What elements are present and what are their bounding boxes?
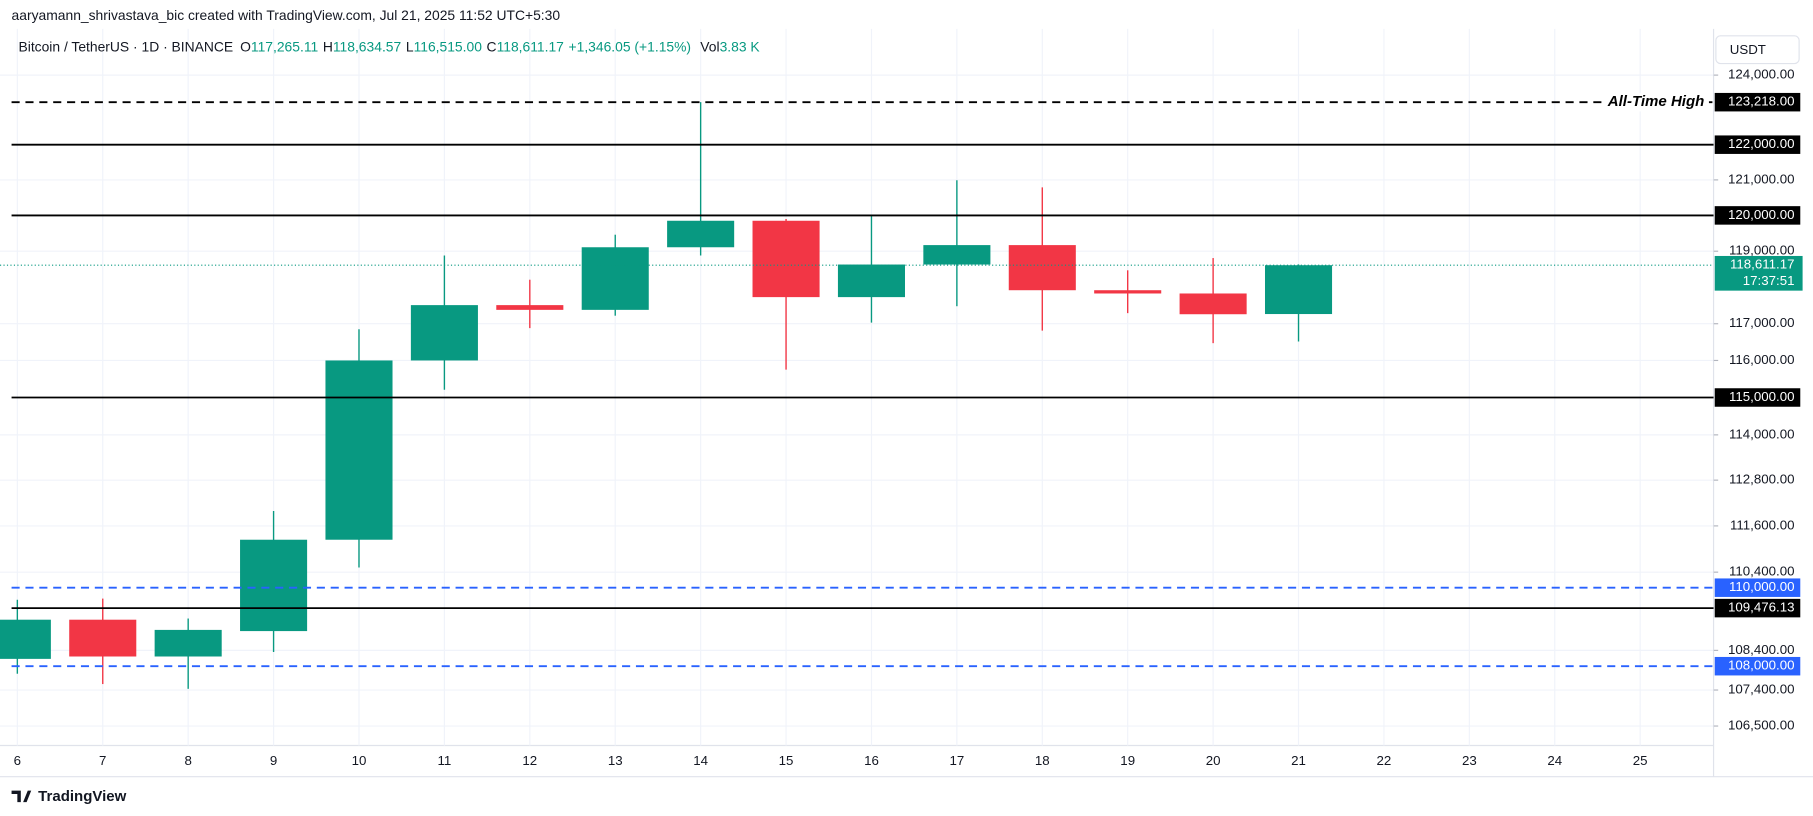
x-tick-label: 6: [14, 753, 21, 768]
y-tick-label: 121,000.00: [1728, 171, 1794, 186]
stat-label: L: [406, 38, 414, 54]
volume-label: Vol: [700, 38, 719, 54]
y-tick-label: 112,800.00: [1729, 472, 1795, 487]
logo-icon: [11, 790, 32, 803]
x-tick-label: 12: [522, 753, 537, 768]
current-price-badge: [1714, 255, 1803, 291]
x-tick-label: 11: [438, 753, 452, 768]
x-tick-label: 24: [1547, 753, 1562, 768]
currency-button[interactable]: [1715, 35, 1800, 65]
candle-body: [581, 247, 649, 310]
candle-body: [410, 305, 478, 361]
stat-label: C: [487, 38, 497, 54]
level-badge: [1714, 135, 1801, 154]
footer-logo: TradingView: [11, 788, 127, 805]
candle-body: [69, 619, 137, 657]
candle-body: [1008, 245, 1076, 291]
x-tick-label: 22: [1377, 753, 1392, 768]
stat-value: 118,634.57: [333, 38, 402, 54]
candle-body: [325, 360, 393, 540]
stat-label: H: [323, 38, 333, 54]
annotation-background: [1602, 92, 1709, 112]
x-tick-label: 20: [1206, 753, 1221, 768]
stat-value: 118,611.17: [497, 38, 565, 54]
candle-body: [496, 305, 564, 310]
level-label: 123,218.00: [1728, 94, 1794, 109]
candle-body: [923, 245, 991, 265]
x-tick-label: 15: [779, 753, 794, 768]
candle-body: [1094, 290, 1162, 294]
x-tick-label: 7: [99, 753, 106, 768]
footer-brand: TradingView: [38, 788, 127, 805]
volume-value: 3.83 K: [720, 38, 761, 54]
x-tick-label: 19: [1120, 753, 1135, 768]
level-badge: [1714, 206, 1801, 225]
candle-body: [240, 539, 308, 632]
candle-body: [837, 264, 905, 298]
level-badge: [1714, 578, 1801, 597]
x-tick-label: 21: [1291, 753, 1306, 768]
level-badge: [1714, 598, 1801, 618]
level-label: 120,000.00: [1728, 207, 1794, 222]
y-tick-label: 117,000.00: [1729, 315, 1795, 330]
candle-body: [667, 220, 735, 248]
y-tick-label: 106,500.00: [1728, 718, 1794, 733]
level-label: 122,000.00: [1728, 136, 1794, 151]
symbol-title: Bitcoin / TetherUS · 1D · BINANCE: [19, 38, 234, 54]
x-tick-label: 25: [1633, 753, 1648, 768]
y-tick-label: 116,000.00: [1729, 352, 1795, 367]
level-badge: [1714, 92, 1801, 112]
x-tick-label: 10: [352, 753, 367, 768]
y-tick-label: 111,600.00: [1730, 517, 1795, 532]
level-label: 110,000.00: [1729, 579, 1795, 594]
x-tick-label: 13: [608, 753, 623, 768]
level-badge: [1714, 656, 1801, 676]
x-tick-label: 9: [270, 753, 277, 768]
level-label: 109,476.13: [1728, 600, 1794, 615]
change-value: +1,346.05 (+1.15%): [569, 38, 692, 54]
countdown-label: 17:37:51: [1743, 273, 1795, 288]
x-tick-label: 8: [184, 753, 191, 768]
current-price-label: 118,611.17: [1730, 257, 1795, 272]
x-tick-label: 16: [864, 753, 879, 768]
level-badge: [1714, 388, 1801, 407]
y-tick-label: 114,000.00: [1729, 426, 1795, 441]
credit: aaryamann_shrivastava_bic created with T…: [12, 7, 561, 23]
candle-body: [154, 629, 222, 657]
x-tick-label: 14: [693, 753, 708, 768]
stat-value: 116,515.00: [414, 38, 483, 54]
symbol-legend: Bitcoin / TetherUS · 1D · BINANCE O117,26…: [19, 38, 761, 54]
level-annotation: All-Time High: [1607, 93, 1705, 110]
x-tick-label: 18: [1035, 753, 1050, 768]
candle-body: [1264, 265, 1333, 315]
y-tick-label: 124,000.00: [1728, 67, 1794, 82]
level-label: 115,000.00: [1729, 389, 1795, 404]
candle-body: [1179, 293, 1247, 315]
x-tick-label: 17: [949, 753, 964, 768]
x-tick-label: 23: [1462, 753, 1477, 768]
stat-value: 117,265.11: [251, 38, 319, 54]
y-tick-label: 107,400.00: [1728, 682, 1794, 697]
candle-body: [752, 220, 820, 298]
y-tick-label: 119,000.00: [1729, 243, 1795, 258]
level-label: 108,000.00: [1728, 658, 1794, 673]
stat-label: O: [240, 38, 251, 54]
y-tick-label: 110,400.00: [1729, 564, 1795, 579]
y-tick-label: 108,400.00: [1728, 642, 1794, 657]
candle-body: [0, 619, 51, 659]
currency-button-label[interactable]: USDT: [1730, 42, 1766, 57]
